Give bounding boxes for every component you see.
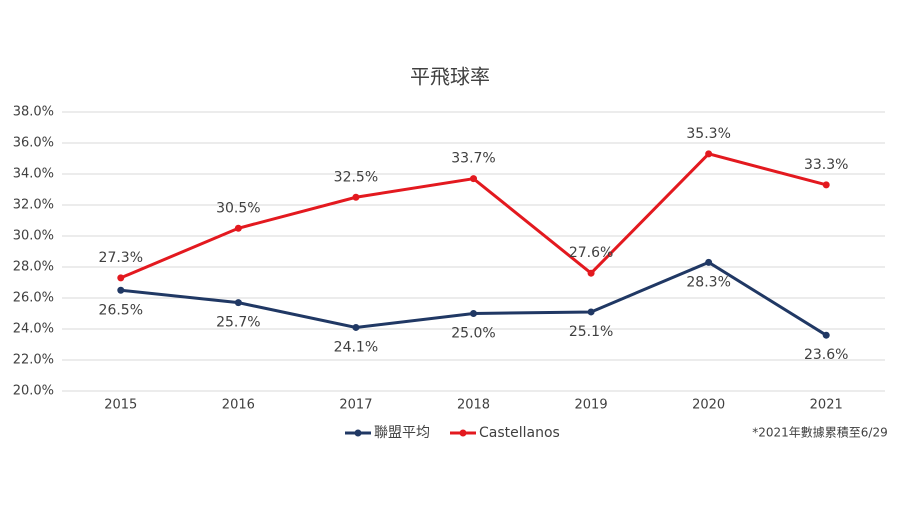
x-tick-label: 2017 xyxy=(339,398,372,413)
point xyxy=(822,181,830,189)
point xyxy=(705,150,713,158)
legend-marker xyxy=(459,429,467,437)
data-label: 25.0% xyxy=(451,326,495,342)
y-tick-label: 28.0% xyxy=(13,260,54,275)
y-tick-label: 26.0% xyxy=(13,291,54,306)
data-label: 32.5% xyxy=(334,169,378,185)
note: *2021年數據累積至6/29 xyxy=(752,425,888,440)
x-tick-label: 2015 xyxy=(104,398,137,413)
y-tick-label: 32.0% xyxy=(13,198,54,213)
data-label: 33.3% xyxy=(804,157,848,173)
y-tick-label: 30.0% xyxy=(13,229,54,244)
legend-marker xyxy=(354,429,362,437)
point xyxy=(234,224,242,232)
point xyxy=(352,193,360,201)
point xyxy=(470,175,477,183)
data-label: 27.3% xyxy=(99,250,143,266)
point xyxy=(470,310,477,317)
chart-title: 平飛球率 xyxy=(410,65,490,89)
point xyxy=(234,299,242,307)
x-tick-label: 2016 xyxy=(222,398,255,413)
x-tick-label: 2018 xyxy=(457,398,490,413)
y-tick-label: 22.0% xyxy=(13,353,54,368)
data-label: 33.7% xyxy=(451,151,495,167)
data-label: 25.7% xyxy=(216,315,260,331)
point xyxy=(352,323,360,331)
data-label: 28.3% xyxy=(686,274,730,290)
data-label: 23.6% xyxy=(804,347,848,363)
y-tick-label: 34.0% xyxy=(13,167,54,182)
point xyxy=(587,269,595,277)
y-tick-label: 20.0% xyxy=(13,384,54,399)
x-tick-label: 2021 xyxy=(810,398,843,413)
y-tick-label: 38.0% xyxy=(13,105,54,120)
point xyxy=(822,331,830,339)
legend-label: Castellanos xyxy=(479,425,560,441)
data-label: 26.5% xyxy=(99,302,143,318)
data-label: 27.6% xyxy=(569,245,613,261)
y-tick-label: 24.0% xyxy=(13,322,54,337)
point xyxy=(117,274,125,282)
data-label: 35.3% xyxy=(686,126,730,142)
x-tick-label: 2020 xyxy=(692,398,725,413)
data-label: 25.1% xyxy=(569,324,613,340)
point xyxy=(117,286,125,294)
legend-label: 聯盟平均 xyxy=(374,425,430,441)
y-tick-label: 36.0% xyxy=(13,136,54,151)
point xyxy=(705,258,713,266)
data-label: 24.1% xyxy=(334,339,378,355)
point xyxy=(587,308,595,316)
data-label: 30.5% xyxy=(216,200,260,216)
x-tick-label: 2019 xyxy=(575,398,608,413)
